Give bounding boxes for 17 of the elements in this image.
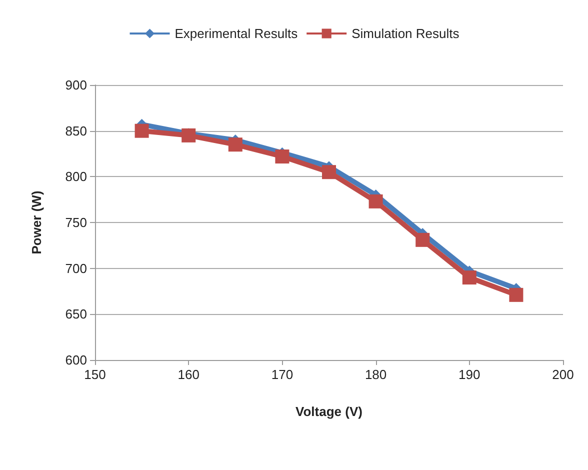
x-tick-label: 190 [458,367,480,382]
x-tick-label: 180 [364,367,387,382]
x-tick-label: 170 [271,367,294,382]
y-tick-label: 700 [65,260,87,276]
y-tick-label: 800 [65,169,87,184]
y-tick-label: 850 [65,123,87,138]
x-axis-title: Voltage (V) [296,404,362,419]
x-tick-label: 150 [84,367,106,382]
x-tick-label: 200 [552,367,574,382]
y-tick-label: 900 [65,78,87,92]
y-axis-title: Power (W) [29,190,44,254]
legend-label: Simulation Results [352,26,460,41]
y-tick-label: 750 [65,215,87,230]
y-tick-label: 600 [65,352,87,368]
x-tick-label: 160 [178,367,200,382]
y-tick-label: 650 [65,306,87,322]
legend-label: Experimental Results [174,26,298,41]
